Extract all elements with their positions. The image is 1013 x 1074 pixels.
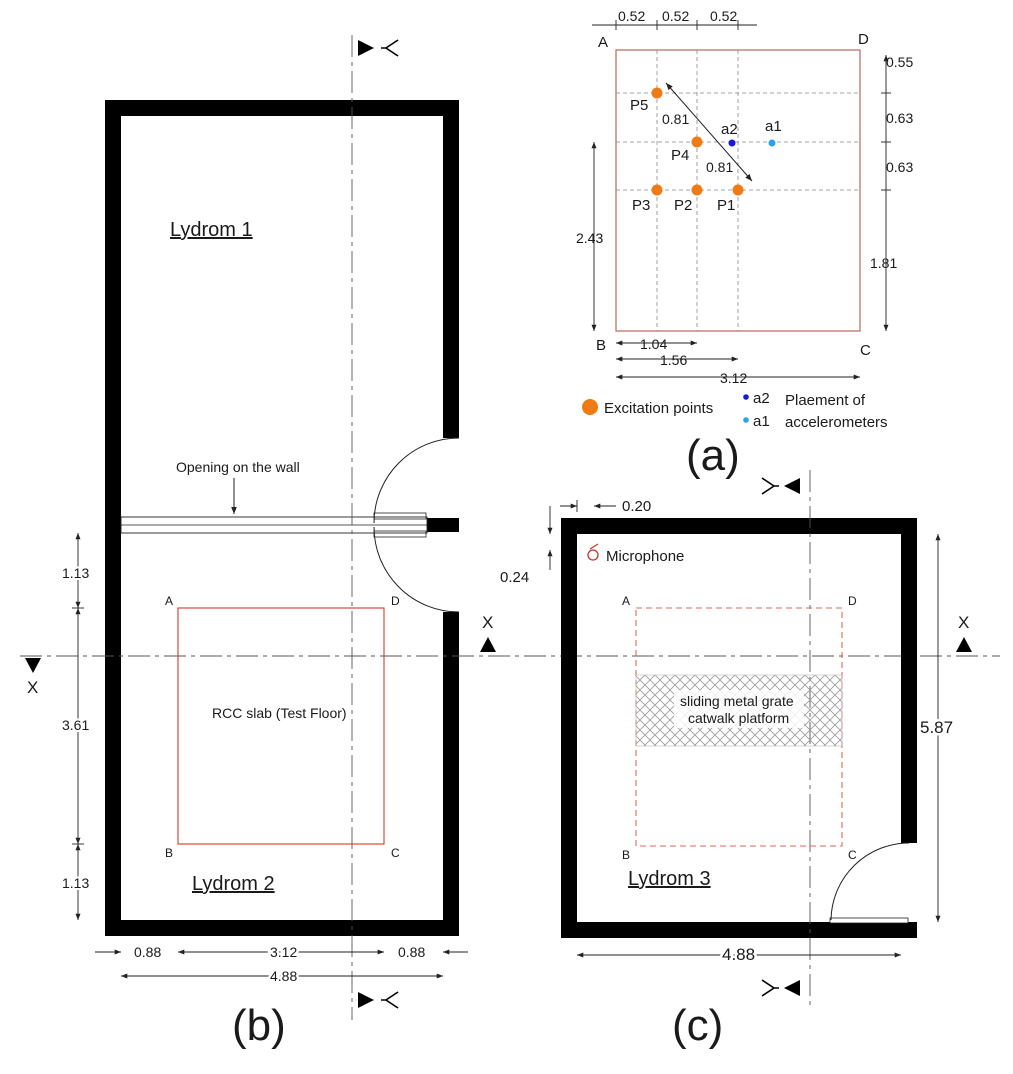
room-label-lydrom-1: Lydrom 1 bbox=[170, 219, 253, 241]
bottom-dim-1: 1.04 bbox=[640, 336, 667, 352]
corner-d-c: D bbox=[848, 594, 857, 608]
bottom-dim-b-2: 3.12 bbox=[270, 944, 297, 960]
left-dim-b-2: 3.61 bbox=[62, 717, 89, 733]
excitation-points bbox=[651, 87, 744, 196]
corner-c-c: C bbox=[848, 848, 857, 862]
mic-dimension-lines bbox=[547, 500, 616, 570]
corner-c-b: C bbox=[391, 846, 400, 860]
section-marker-x-mid bbox=[480, 637, 496, 652]
excitation-point-p2 bbox=[691, 184, 703, 196]
section-marker-x-right bbox=[956, 637, 972, 652]
bottom-dim-b-3: 0.88 bbox=[398, 944, 425, 960]
height-dim-c: 5.87 bbox=[920, 718, 953, 737]
accelerometer-a2 bbox=[728, 139, 736, 147]
section-marker-x-left bbox=[25, 658, 41, 673]
bottom-dimension-lines-b bbox=[95, 949, 468, 979]
room-label-lydrom-2: Lydrom 2 bbox=[192, 873, 275, 895]
section-x-label-left: X bbox=[27, 678, 38, 697]
excitation-point-p3 bbox=[651, 184, 663, 196]
legend-placement-line2: accelerometers bbox=[785, 414, 888, 431]
rcc-slab-label: RCC slab (Test Floor) bbox=[212, 705, 347, 721]
room-label-lydrom-3: Lydrom 3 bbox=[628, 868, 711, 890]
rcc-slab-outline bbox=[177, 607, 385, 845]
corner-a-b: A bbox=[165, 594, 173, 608]
walls-c bbox=[561, 518, 917, 938]
top-dim-3: 0.52 bbox=[710, 8, 737, 24]
platform-label-line2: catwalk platform bbox=[688, 710, 789, 726]
corner-a-label: A bbox=[598, 34, 608, 51]
right-dim-2: 0.63 bbox=[886, 110, 913, 126]
microphone-label: Microphone bbox=[606, 548, 684, 565]
corner-d-label: D bbox=[858, 31, 869, 48]
label-a1: a1 bbox=[765, 118, 782, 135]
microphone-icon bbox=[587, 543, 599, 561]
corner-b-b: B bbox=[165, 846, 173, 860]
walls-b bbox=[105, 100, 459, 936]
left-dim: 2.43 bbox=[576, 230, 603, 246]
door-swing-lower bbox=[373, 526, 460, 613]
right-dimension-lines bbox=[881, 55, 891, 331]
mic-dim-x: 0.20 bbox=[622, 498, 651, 515]
excitation-point-p5 bbox=[651, 87, 663, 99]
diag-dim-1: 0.81 bbox=[662, 111, 689, 127]
door-swing-upper bbox=[373, 437, 460, 524]
bottom-dim-3: 3.12 bbox=[720, 370, 747, 386]
door-swing-c bbox=[830, 842, 910, 921]
left-dimension-lines-b bbox=[72, 533, 84, 920]
section-marker-bottom-b bbox=[358, 992, 374, 1008]
top-dim-1: 0.52 bbox=[618, 8, 645, 24]
legend-excitation-marker bbox=[582, 399, 598, 415]
diag-dim-2: 0.81 bbox=[706, 159, 733, 175]
corner-b-c: B bbox=[622, 848, 630, 862]
bottom-dim-b-total: 4.88 bbox=[270, 968, 297, 984]
corner-c-label: C bbox=[860, 342, 871, 359]
legend-a1-label: a1 bbox=[753, 413, 770, 430]
top-dimension-lines bbox=[592, 20, 757, 30]
legend-a: Excitation points a2 a1 Plaement of acce… bbox=[582, 390, 888, 431]
accelerometer-a1 bbox=[768, 139, 776, 147]
label-a2: a2 bbox=[721, 121, 738, 138]
legend-a1-marker bbox=[743, 417, 749, 423]
left-dim-b-1: 1.13 bbox=[62, 565, 89, 581]
right-dim-1: 0.55 bbox=[886, 54, 913, 70]
left-dim-b-3: 1.13 bbox=[62, 875, 89, 891]
panel-b: Opening on the wall X X RCC slab (Test F… bbox=[20, 35, 1000, 1050]
bottom-dim-2: 1.56 bbox=[660, 352, 687, 368]
excitation-point-p1 bbox=[732, 184, 744, 196]
right-dim-4: 1.81 bbox=[870, 255, 897, 271]
legend-placement-line1: Plaement of bbox=[785, 392, 866, 409]
section-x-label-mid: X bbox=[482, 613, 493, 632]
section-marker-top-b bbox=[358, 40, 374, 56]
bottom-dimension-lines bbox=[616, 340, 860, 380]
label-p3: P3 bbox=[632, 197, 650, 214]
panel-a: A D B C 0.52 0.52 0.52 0.55 0.63 0.63 1.… bbox=[576, 8, 913, 480]
corner-b-label: B bbox=[596, 337, 606, 354]
label-p5: P5 bbox=[630, 97, 648, 114]
panel-b-label: (b) bbox=[232, 1001, 286, 1050]
legend-excitation-label: Excitation points bbox=[604, 400, 713, 417]
panel-c: X Microphone 0.20 0.24 sliding metal gra… bbox=[500, 470, 972, 1050]
panel-a-label: (a) bbox=[686, 431, 740, 480]
section-marker-bottom-c bbox=[784, 980, 800, 996]
label-p1: P1 bbox=[717, 197, 735, 214]
excitation-point-p4 bbox=[691, 136, 703, 148]
corner-a-c: A bbox=[622, 594, 630, 608]
mic-dim-y: 0.24 bbox=[500, 569, 529, 586]
label-p2: P2 bbox=[674, 197, 692, 214]
corner-d-b: D bbox=[391, 594, 400, 608]
right-dim-3: 0.63 bbox=[886, 159, 913, 175]
width-dim-c: 4.88 bbox=[722, 945, 755, 964]
panel-c-label: (c) bbox=[672, 1001, 723, 1050]
bottom-dim-b-1: 0.88 bbox=[134, 944, 161, 960]
opening-label: Opening on the wall bbox=[176, 459, 300, 475]
platform-label-line1: sliding metal grate bbox=[680, 693, 794, 709]
section-marker-top-c bbox=[784, 478, 800, 494]
legend-a2-label: a2 bbox=[753, 390, 770, 407]
top-dim-2: 0.52 bbox=[662, 8, 689, 24]
diagonal-dimension-line bbox=[665, 82, 753, 182]
section-x-label-right: X bbox=[958, 613, 969, 632]
legend-a2-marker bbox=[743, 394, 749, 400]
label-p4: P4 bbox=[671, 147, 689, 164]
